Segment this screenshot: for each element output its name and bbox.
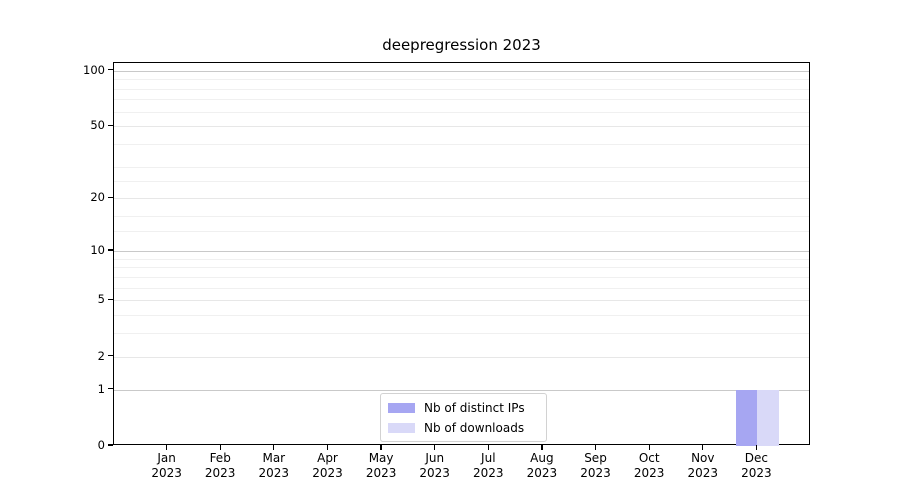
ytick-mark bbox=[108, 298, 113, 300]
gridline-major bbox=[114, 70, 809, 72]
gridline-major bbox=[114, 126, 809, 128]
legend-item-downloads: Nb of downloads bbox=[388, 420, 538, 435]
ytick-label-5: 5 bbox=[97, 292, 105, 307]
gridline-minor bbox=[114, 231, 809, 233]
bar-distinct-ips-dec-2023 bbox=[735, 389, 758, 446]
ytick-label-2: 2 bbox=[97, 348, 105, 363]
gridline-minor bbox=[114, 215, 809, 217]
gridline-minor bbox=[114, 276, 809, 278]
legend-label-distinct-ips: Nb of distinct IPs bbox=[424, 400, 525, 415]
gridline-minor bbox=[114, 111, 809, 113]
gridline-major bbox=[114, 300, 809, 302]
ytick-mark bbox=[108, 69, 113, 71]
xtick-mark bbox=[755, 445, 758, 450]
xtick-mark bbox=[487, 445, 489, 450]
ytick-label-100: 100 bbox=[83, 62, 105, 77]
xtick-label-may-2023: May 2023 bbox=[365, 451, 397, 480]
xtick-label-oct-2023: Oct 2023 bbox=[633, 451, 665, 480]
legend: Nb of distinct IPs Nb of downloads bbox=[380, 393, 547, 442]
gridline-minor bbox=[114, 88, 809, 90]
chart-title: deepregression 2023 bbox=[382, 36, 541, 54]
gridline-major bbox=[114, 251, 809, 252]
legend-item-distinct-ips: Nb of distinct IPs bbox=[388, 400, 538, 415]
gridline-minor bbox=[114, 79, 809, 81]
gridline-minor bbox=[114, 287, 809, 289]
ytick-mark bbox=[108, 355, 113, 357]
gridline-major bbox=[114, 198, 809, 200]
xtick-label-jan-2023: Jan 2023 bbox=[151, 451, 182, 480]
xtick-label-mar-2023: Mar 2023 bbox=[258, 451, 290, 480]
bar-downloads-dec-2023 bbox=[757, 389, 779, 446]
gridline-minor bbox=[114, 267, 809, 269]
xtick-label-sep-2023: Sep 2023 bbox=[580, 451, 611, 480]
gridline-minor bbox=[114, 144, 809, 145]
legend-label-downloads: Nb of downloads bbox=[424, 420, 525, 435]
ytick-mark bbox=[108, 444, 113, 446]
gridline-minor bbox=[114, 333, 809, 335]
ytick-mark bbox=[108, 387, 113, 390]
plot-area: Nb of distinct IPs Nb of downloads bbox=[113, 62, 810, 446]
xtick-label-apr-2023: Apr 2023 bbox=[312, 451, 343, 480]
xtick-mark bbox=[541, 445, 543, 450]
ytick-label-1: 1 bbox=[97, 381, 105, 396]
xtick-label-aug-2023: Aug 2023 bbox=[526, 451, 558, 480]
xtick-label-dec-2023: Dec 2023 bbox=[741, 451, 772, 480]
gridline-minor bbox=[114, 99, 809, 101]
ytick-label-10: 10 bbox=[90, 243, 105, 257]
distinct-ips-swatch bbox=[388, 402, 415, 413]
xtick-mark bbox=[702, 445, 704, 450]
xtick-mark bbox=[165, 445, 168, 450]
xtick-mark bbox=[648, 445, 650, 450]
gridline-minor bbox=[114, 166, 809, 168]
ytick-label-50: 50 bbox=[90, 118, 105, 133]
gridline-minor bbox=[114, 315, 809, 317]
downloads-swatch bbox=[388, 422, 415, 433]
gridline-major bbox=[114, 356, 809, 358]
ytick-label-0: 0 bbox=[97, 438, 105, 452]
xtick-label-jun-2023: Jun 2023 bbox=[419, 451, 450, 480]
xtick-label-nov-2023: Nov 2023 bbox=[687, 451, 719, 480]
gridline-minor bbox=[114, 258, 809, 260]
xtick-label-jul-2023: Jul 2023 bbox=[473, 451, 504, 480]
xtick-mark bbox=[326, 445, 329, 450]
xtick-label-feb-2023: Feb 2023 bbox=[204, 451, 236, 480]
xtick-mark bbox=[434, 445, 436, 450]
gridline-major bbox=[114, 389, 809, 391]
xtick-mark bbox=[273, 445, 275, 450]
ytick-mark bbox=[108, 249, 113, 251]
xtick-mark bbox=[380, 445, 382, 450]
gridline-minor bbox=[114, 181, 809, 182]
ytick-mark bbox=[108, 196, 113, 199]
ytick-mark bbox=[108, 124, 113, 126]
xtick-mark bbox=[219, 445, 221, 450]
xtick-mark bbox=[594, 445, 597, 450]
ytick-label-20: 20 bbox=[90, 190, 105, 205]
